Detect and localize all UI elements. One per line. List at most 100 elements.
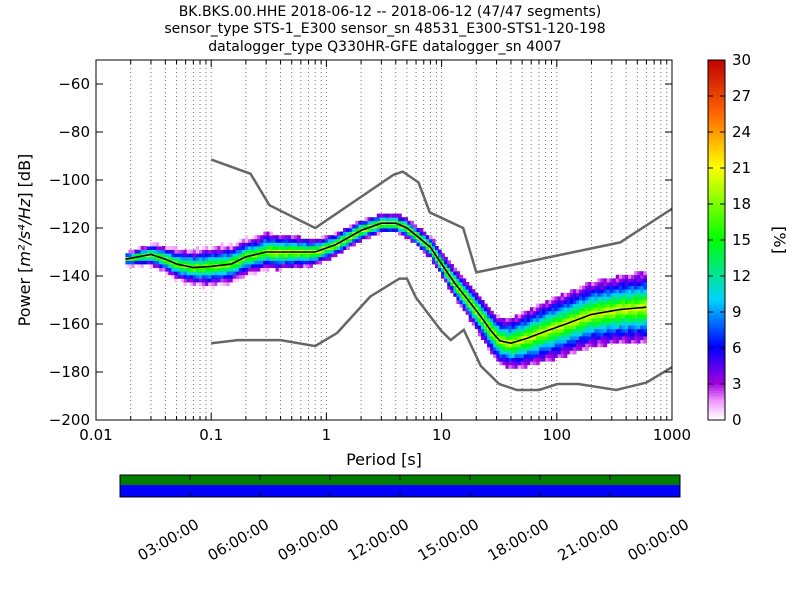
psd-cell bbox=[548, 318, 553, 322]
psd-cell bbox=[370, 231, 375, 236]
psd-cell bbox=[566, 328, 571, 333]
psd-cell bbox=[459, 285, 464, 290]
psd-cell bbox=[477, 307, 482, 312]
psd-cell bbox=[309, 260, 313, 265]
title-line-3: datalogger_type Q330HR-GFE datalogger_sn… bbox=[208, 39, 561, 55]
psd-cell bbox=[490, 346, 494, 351]
psd-cell bbox=[425, 253, 430, 258]
psd-cell bbox=[278, 246, 283, 250]
psd-cell bbox=[588, 303, 592, 308]
psd-cell bbox=[471, 292, 476, 297]
psd-cell bbox=[594, 289, 599, 294]
psd-cell bbox=[450, 282, 454, 286]
psd-cell bbox=[235, 242, 240, 247]
psd-cell bbox=[278, 242, 283, 247]
psd-cell bbox=[453, 289, 458, 294]
psd-cell bbox=[146, 242, 151, 247]
psd-cell bbox=[198, 282, 203, 286]
psd-cell bbox=[232, 267, 237, 272]
psd-cell bbox=[226, 278, 231, 283]
psd-cell bbox=[542, 307, 546, 312]
psd-cell bbox=[275, 267, 280, 272]
psd-cell bbox=[324, 256, 329, 261]
psd-cell bbox=[431, 242, 436, 247]
psd-cell bbox=[244, 271, 249, 276]
colorbar-band bbox=[708, 369, 725, 373]
psd-cell bbox=[529, 346, 534, 351]
psd-cell bbox=[621, 339, 626, 344]
psd-cell bbox=[223, 282, 228, 286]
psd-cell bbox=[287, 256, 292, 261]
psd-cell bbox=[631, 289, 635, 294]
psd-cell bbox=[545, 307, 549, 312]
time-tick-label: 15:00:00 bbox=[415, 515, 482, 564]
psd-cell bbox=[462, 307, 467, 312]
psd-cell bbox=[594, 303, 599, 308]
psd-cell bbox=[410, 224, 415, 229]
psd-cell bbox=[293, 246, 298, 250]
psd-cell bbox=[198, 256, 203, 261]
psd-cell bbox=[223, 264, 228, 268]
psd-cell bbox=[275, 238, 280, 243]
psd-cell bbox=[511, 325, 516, 330]
psd-cell bbox=[241, 242, 246, 247]
colorbar-band bbox=[708, 87, 725, 91]
psd-cell bbox=[465, 282, 470, 286]
psd-cell bbox=[459, 303, 464, 308]
psd-cell bbox=[557, 318, 562, 322]
psd-cell bbox=[367, 220, 372, 225]
psd-cell bbox=[621, 296, 626, 301]
psd-cell bbox=[545, 321, 549, 326]
psd-cell bbox=[575, 321, 580, 326]
psd-cell bbox=[263, 246, 267, 250]
psd-cell bbox=[526, 361, 531, 366]
psd-cell bbox=[226, 253, 231, 258]
psd-cell bbox=[370, 220, 375, 225]
psd-cell bbox=[551, 307, 556, 312]
psd-cell bbox=[487, 318, 491, 322]
psd-cell bbox=[343, 238, 347, 243]
psd-cell bbox=[637, 292, 641, 297]
psd-cell bbox=[235, 256, 240, 261]
psd-cell bbox=[493, 325, 497, 330]
psd-cell bbox=[560, 354, 565, 358]
psd-cell bbox=[468, 318, 473, 322]
psd-cell bbox=[545, 357, 549, 362]
psd-cell bbox=[560, 300, 565, 304]
psd-cell bbox=[438, 264, 442, 268]
psd-cell bbox=[579, 307, 583, 312]
psd-cell bbox=[585, 336, 589, 340]
psd-cell bbox=[189, 271, 194, 276]
psd-cell bbox=[413, 228, 418, 232]
psd-cell bbox=[517, 350, 522, 355]
psd-cell bbox=[232, 264, 237, 268]
psd-cell bbox=[529, 343, 534, 348]
colorbar-band bbox=[708, 384, 725, 388]
psd-cell bbox=[529, 328, 534, 333]
psd-cell bbox=[621, 282, 626, 286]
psd-cell bbox=[640, 285, 644, 290]
psd-cell bbox=[293, 260, 298, 265]
colorbar-band bbox=[708, 411, 725, 415]
psd-cell bbox=[284, 242, 289, 247]
psd-cell bbox=[575, 292, 580, 297]
psd-cell bbox=[392, 213, 396, 218]
psd-cell bbox=[529, 314, 534, 319]
psd-cell bbox=[609, 296, 614, 301]
psd-cell bbox=[453, 292, 458, 297]
psd-cell bbox=[520, 321, 525, 326]
psd-cell bbox=[517, 364, 522, 369]
psd-cell bbox=[612, 310, 617, 315]
psd-cell bbox=[520, 336, 525, 340]
psd-cell bbox=[514, 354, 519, 358]
psd-cell bbox=[177, 274, 182, 279]
psd-cell bbox=[346, 238, 350, 243]
psd-cell bbox=[382, 217, 387, 222]
psd-cell bbox=[563, 350, 568, 355]
psd-cell bbox=[612, 300, 617, 304]
colorbar-tick-label: 30 bbox=[732, 51, 751, 69]
psd-cell bbox=[514, 318, 519, 322]
psd-cell bbox=[321, 253, 326, 258]
psd-cell bbox=[272, 238, 277, 243]
psd-cell bbox=[306, 253, 310, 258]
